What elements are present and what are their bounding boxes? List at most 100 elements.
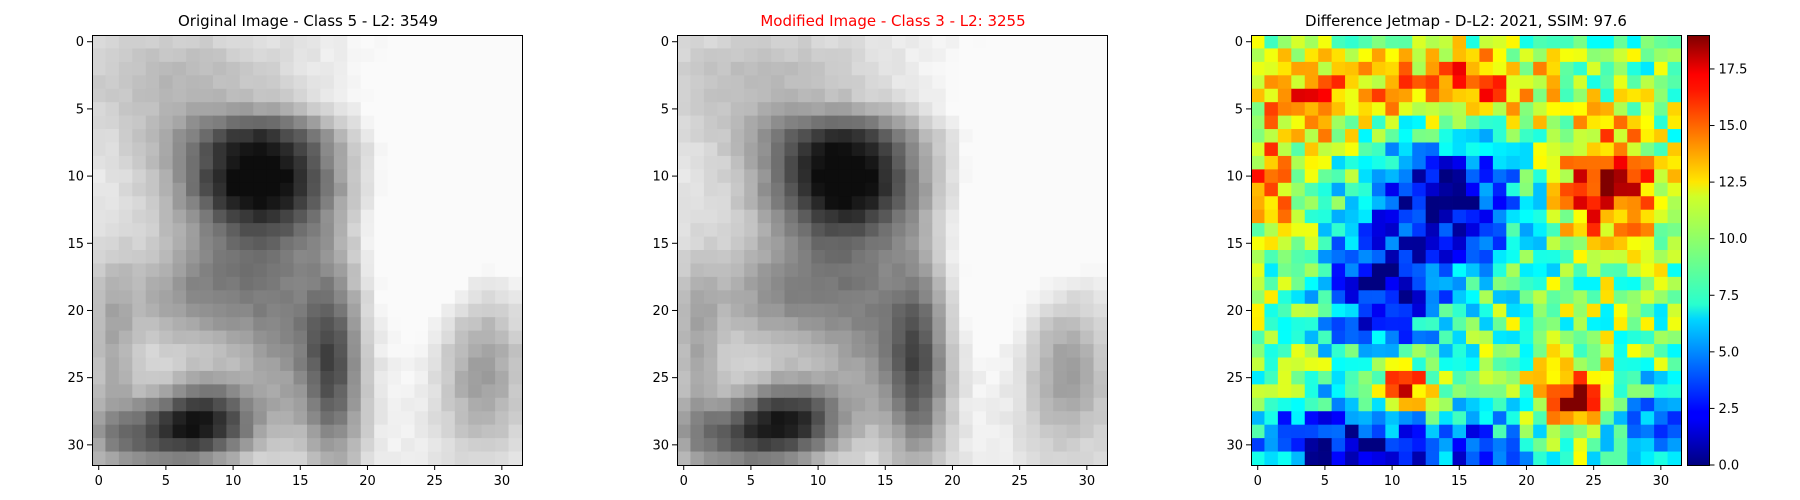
heatmap-cell	[986, 169, 1000, 184]
heatmap-cell	[1519, 397, 1534, 412]
heatmap-cell	[1251, 182, 1265, 197]
heatmap-cell	[797, 303, 812, 318]
heatmap-cell	[1452, 169, 1467, 184]
heatmap-cell	[1264, 102, 1279, 117]
heatmap-cell	[105, 263, 120, 278]
heatmap-cell	[784, 61, 799, 76]
heatmap-cell	[1654, 451, 1668, 466]
heatmap-cell	[1600, 317, 1615, 332]
heatmap-cell	[454, 317, 469, 332]
heatmap-cell	[508, 75, 523, 90]
heatmap-cell	[1519, 61, 1534, 76]
heatmap-cell	[1251, 370, 1265, 385]
heatmap-cell	[1398, 129, 1413, 143]
heatmap-cell	[1291, 115, 1306, 130]
heatmap-cell	[347, 169, 362, 184]
heatmap-cell	[374, 61, 389, 76]
heatmap-cell	[1654, 115, 1668, 130]
heatmap-cell	[811, 169, 826, 184]
heatmap-cell	[1573, 357, 1588, 372]
heatmap-cell	[159, 250, 174, 264]
heatmap-cell	[1613, 35, 1628, 49]
heatmap-cell	[347, 61, 362, 76]
heatmap-cell	[1654, 370, 1668, 385]
heatmap-cell	[145, 48, 160, 63]
heatmap-cell	[1412, 357, 1427, 372]
heatmap-cell	[145, 115, 160, 130]
heatmap-cell	[1640, 330, 1655, 345]
heatmap-cell	[132, 61, 147, 76]
heatmap-cell	[132, 169, 147, 184]
heatmap-cell	[1412, 438, 1427, 452]
heatmap-cell	[757, 263, 772, 278]
heatmap-cell	[986, 357, 1000, 372]
heatmap-cell	[1654, 330, 1668, 345]
heatmap-cell	[347, 411, 362, 426]
heatmap-cell	[401, 88, 415, 103]
heatmap-cell	[932, 209, 947, 224]
heatmap-cell	[811, 411, 826, 426]
heatmap-cell	[468, 357, 483, 372]
heatmap-cell	[797, 330, 812, 345]
heatmap-cell	[1039, 344, 1054, 358]
heatmap-cell	[959, 48, 974, 63]
heatmap-cell	[959, 102, 974, 117]
heatmap-cell	[797, 370, 812, 385]
heatmap-cell	[1012, 182, 1027, 197]
heatmap-cell	[1331, 209, 1346, 224]
heatmap-cell	[1506, 344, 1521, 358]
heatmap-cell	[1600, 48, 1615, 63]
heatmap-cell	[945, 424, 960, 439]
x-tick-label: 15	[1451, 474, 1468, 489]
heatmap-cell	[1039, 236, 1054, 251]
heatmap-cell	[878, 209, 893, 224]
heatmap-cell	[1492, 276, 1507, 291]
heatmap-cell	[1519, 370, 1534, 385]
heatmap-cell	[1492, 236, 1507, 251]
heatmap-cell	[1251, 357, 1265, 372]
heatmap-cell	[1277, 61, 1292, 76]
heatmap-cell	[1277, 223, 1292, 237]
heatmap-cell	[508, 48, 523, 63]
heatmap-cell	[1640, 61, 1655, 76]
heatmap-cell	[986, 317, 1000, 332]
heatmap-cell	[441, 317, 456, 332]
heatmap-cell	[677, 48, 691, 63]
heatmap-cell	[703, 424, 718, 439]
heatmap-cell	[1613, 451, 1628, 466]
heatmap-cell	[986, 424, 1000, 439]
heatmap-cell	[1627, 397, 1642, 412]
heatmap-cell	[1371, 330, 1386, 345]
heatmap-cell	[986, 438, 1000, 452]
heatmap-cell	[999, 317, 1014, 332]
y-tick-label: 25	[67, 371, 84, 386]
heatmap-cell	[865, 250, 879, 264]
heatmap-cell	[266, 370, 281, 385]
heatmap-cell	[703, 370, 718, 385]
heatmap-cell	[320, 129, 335, 143]
heatmap-cell	[972, 61, 987, 76]
heatmap-cell	[307, 317, 321, 332]
heatmap-cell	[454, 196, 469, 211]
heatmap-cell	[1560, 424, 1574, 439]
heatmap-cell	[972, 276, 987, 291]
heatmap-cell	[360, 196, 375, 211]
heatmap-cell	[212, 424, 227, 439]
heatmap-cell	[320, 438, 335, 452]
heatmap-cell	[92, 129, 106, 143]
heatmap-cell	[690, 61, 705, 76]
heatmap-cell	[1613, 182, 1628, 197]
heatmap-cell	[347, 102, 362, 117]
heatmap-cell	[757, 169, 772, 184]
heatmap-cell	[414, 263, 429, 278]
heatmap-cell	[811, 196, 826, 211]
heatmap-cell	[1053, 88, 1068, 103]
heatmap-cell	[1345, 48, 1359, 63]
heatmap-cell	[199, 250, 214, 264]
heatmap-cell	[892, 290, 906, 305]
heatmap-cell	[690, 35, 705, 49]
heatmap-cell	[1264, 61, 1279, 76]
heatmap-cell	[387, 357, 402, 372]
